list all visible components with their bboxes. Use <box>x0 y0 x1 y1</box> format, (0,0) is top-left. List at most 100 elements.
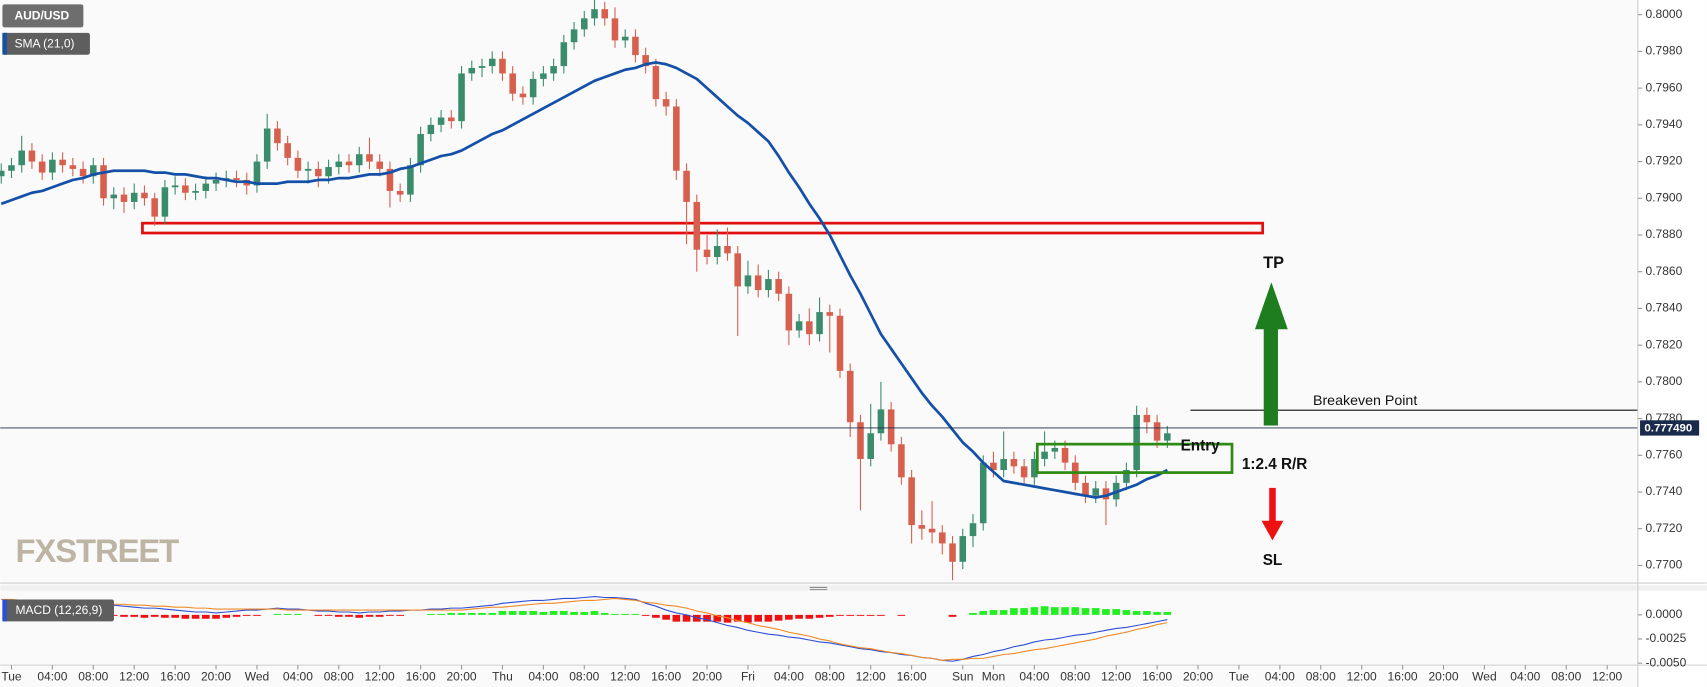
candle-body <box>969 523 977 537</box>
histogram-bar <box>631 613 640 615</box>
x-tick-label: 04:00 <box>774 669 804 683</box>
x-tick-label: 04:00 <box>1265 669 1295 683</box>
legend-box <box>2 32 90 55</box>
histogram-bar <box>846 614 855 616</box>
candle-body <box>284 143 291 158</box>
candle-body <box>202 183 210 191</box>
histogram-bar <box>365 614 374 617</box>
candle-body <box>581 18 588 30</box>
candle-body <box>1020 466 1028 478</box>
candle-body <box>816 312 823 335</box>
x-tick-label: 16:00 <box>1388 669 1418 683</box>
candle-body <box>396 190 404 195</box>
candle-body <box>1082 482 1089 496</box>
y-tick-label: 0.7800 <box>1646 374 1683 388</box>
x-tick-label: 12:00 <box>119 669 149 683</box>
histogram-bar <box>437 613 445 615</box>
y-tick-label: 0.7980 <box>1646 44 1683 58</box>
candle-body <box>621 36 629 41</box>
histogram-bar <box>161 614 169 618</box>
candle-body <box>591 9 598 19</box>
x-tick-label: Fri <box>741 669 755 683</box>
candle-body <box>1123 469 1130 483</box>
candle-body <box>325 167 332 177</box>
candle-body <box>263 128 271 162</box>
candle-body <box>928 528 936 533</box>
candle-body <box>304 168 312 171</box>
candle-body <box>652 66 660 100</box>
candle-body <box>69 165 77 169</box>
histogram-bar <box>447 612 456 615</box>
x-tick-label: Sun <box>952 669 973 683</box>
histogram-bar <box>467 612 476 615</box>
sl-arrow-shaft <box>1269 487 1276 523</box>
candle-body <box>632 36 639 56</box>
histogram-bar <box>314 614 323 616</box>
candle-body <box>1031 458 1038 478</box>
candle-body <box>386 168 394 191</box>
resistance-zone <box>141 221 1265 235</box>
histogram-bar <box>754 614 763 622</box>
x-tick-label: 08:00 <box>815 669 845 683</box>
histogram-bar <box>723 614 732 623</box>
x-tick-label: 04:00 <box>528 669 558 683</box>
candle-body <box>59 159 66 166</box>
candle-body <box>437 117 445 125</box>
entry-label: Entry <box>1181 437 1221 454</box>
histogram-bar <box>774 614 783 621</box>
x-tick-label: 08:00 <box>1306 669 1336 683</box>
x-tick-label: 12:00 <box>1592 669 1622 683</box>
histogram-bar <box>273 613 282 615</box>
histogram-bar <box>1020 608 1028 615</box>
candle-body <box>898 444 905 478</box>
histogram-bar <box>130 614 139 617</box>
histogram-bar <box>866 614 875 616</box>
histogram-bar <box>150 614 159 617</box>
candle-body <box>151 198 158 217</box>
panel-splitter[interactable] <box>0 585 1707 591</box>
x-tick-label: Wed <box>245 669 269 683</box>
candle-body <box>8 165 15 171</box>
signal-line <box>1 597 1168 661</box>
x-tick-label: 16:00 <box>897 669 927 683</box>
histogram-bar <box>181 614 190 619</box>
x-tick-label: 16:00 <box>651 669 681 683</box>
candle-body <box>100 165 107 199</box>
histogram-bar <box>672 614 681 622</box>
candle-body <box>754 275 762 291</box>
histogram-bar <box>519 611 527 615</box>
histogram-bar <box>488 612 497 615</box>
candle-body <box>294 157 302 171</box>
histogram-bar <box>386 614 394 616</box>
candle-body <box>407 165 414 195</box>
histogram-bar <box>498 611 507 615</box>
histogram-bar <box>120 614 128 617</box>
histogram-bar <box>877 614 885 616</box>
candle-body <box>877 409 885 434</box>
candle-body <box>0 170 5 177</box>
histogram-bar <box>1132 611 1141 615</box>
histogram-bar <box>294 613 302 615</box>
candle-body <box>233 178 240 180</box>
histogram-bar <box>969 612 977 615</box>
histogram-bar <box>334 614 343 617</box>
x-tick-label: 20:00 <box>447 669 477 683</box>
candle-body <box>857 422 864 459</box>
histogram-bar <box>795 614 803 619</box>
histogram-bar <box>549 611 558 615</box>
x-tick-label: Tue <box>1229 669 1250 683</box>
histogram-bar <box>611 613 619 615</box>
y-tick-label: 0.7880 <box>1646 227 1683 241</box>
candle-body <box>734 253 742 287</box>
candle-body <box>355 154 363 166</box>
candle-body <box>1092 488 1100 496</box>
histogram-bar <box>1153 611 1161 615</box>
histogram-bar <box>345 614 353 617</box>
candle-body <box>1102 488 1110 500</box>
candle-body <box>110 194 118 199</box>
histogram-bar <box>375 614 384 617</box>
candle-body <box>468 67 476 74</box>
histogram-bar <box>539 611 548 615</box>
y-tick-label: 0.7900 <box>1646 190 1683 204</box>
candle-body <box>765 279 772 291</box>
